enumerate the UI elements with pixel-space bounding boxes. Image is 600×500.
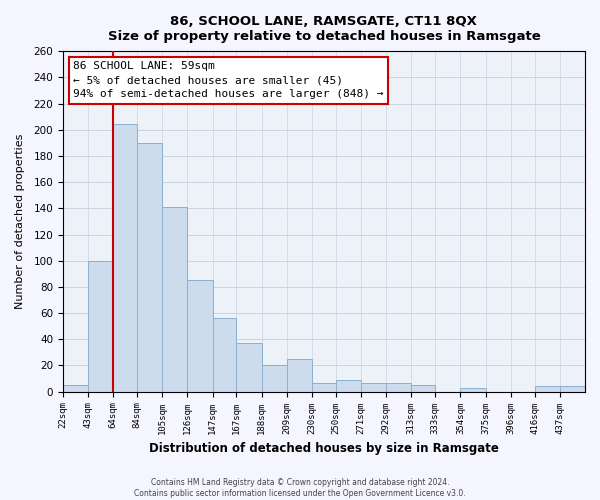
Bar bbox=[412, 385, 435, 392]
Bar bbox=[287, 359, 312, 392]
Bar bbox=[460, 388, 485, 392]
Bar bbox=[535, 386, 560, 392]
Text: Contains HM Land Registry data © Crown copyright and database right 2024.
Contai: Contains HM Land Registry data © Crown c… bbox=[134, 478, 466, 498]
Text: 86 SCHOOL LANE: 59sqm
← 5% of detached houses are smaller (45)
94% of semi-detac: 86 SCHOOL LANE: 59sqm ← 5% of detached h… bbox=[73, 62, 384, 100]
X-axis label: Distribution of detached houses by size in Ramsgate: Distribution of detached houses by size … bbox=[149, 442, 499, 455]
Bar bbox=[560, 386, 585, 392]
Bar bbox=[361, 382, 386, 392]
Bar bbox=[113, 124, 137, 392]
Bar bbox=[336, 380, 361, 392]
Bar bbox=[162, 207, 187, 392]
Bar bbox=[137, 143, 162, 392]
Bar bbox=[212, 318, 236, 392]
Bar bbox=[312, 382, 336, 392]
Bar bbox=[236, 343, 262, 392]
Bar bbox=[187, 280, 212, 392]
Bar bbox=[88, 260, 113, 392]
Y-axis label: Number of detached properties: Number of detached properties bbox=[15, 134, 25, 309]
Bar bbox=[262, 366, 287, 392]
Bar bbox=[386, 382, 412, 392]
Title: 86, SCHOOL LANE, RAMSGATE, CT11 8QX
Size of property relative to detached houses: 86, SCHOOL LANE, RAMSGATE, CT11 8QX Size… bbox=[107, 15, 540, 43]
Bar bbox=[63, 385, 88, 392]
